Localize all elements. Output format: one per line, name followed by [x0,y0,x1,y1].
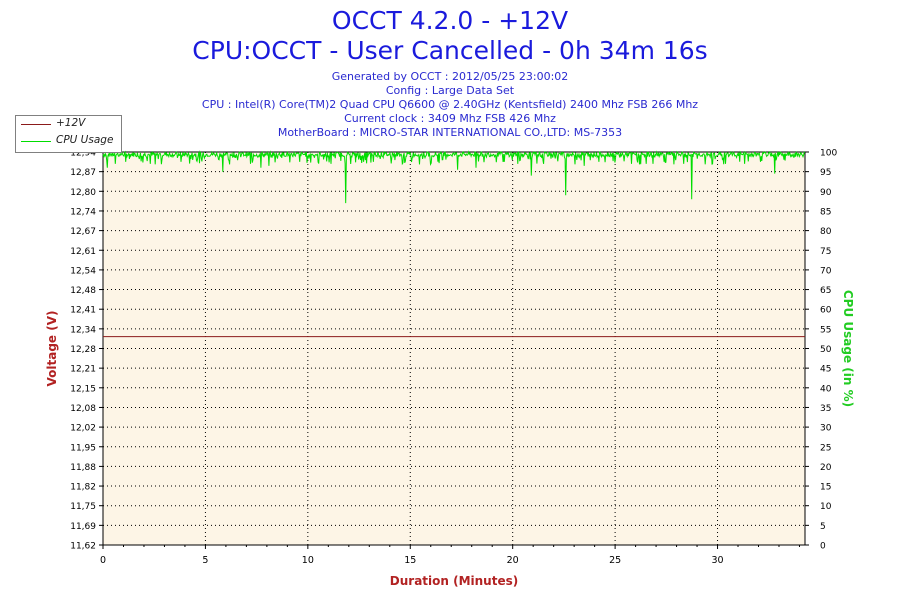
y-right-tick-label: 85 [820,207,831,217]
y-left-tick-label: 12,61 [70,247,96,257]
x-tick-label: 5 [202,555,208,566]
y-left-tick-label: 11,88 [70,463,96,473]
y-right-tick-label: 35 [820,404,831,414]
y-left-tick-label: 12,34 [70,325,96,335]
y-left-tick-label: 12,80 [70,188,96,198]
y-right-tick-label: 55 [820,325,831,335]
legend: +12V CPU Usage [15,115,122,153]
info-config: Config : Large Data Set [385,84,515,97]
y-left-tick-label: 12,74 [70,207,96,217]
y-right-tick-label: 10 [820,502,832,512]
legend-swatch-12v [21,124,51,125]
y-left-tick-label: 12,48 [70,286,96,296]
y-right-tick-label: 25 [820,443,831,453]
y-left-tick-label: 11,62 [70,542,96,552]
chart-subtitle: CPU:OCCT - User Cancelled - 0h 34m 16s [192,36,708,65]
info-clock: Current clock : 3409 Mhz FSB 426 Mhz [344,112,556,125]
y-left-tick-label: 12,21 [70,365,96,375]
y-left-tick-label: 12,08 [70,404,96,414]
y-left-tick-label: 12,15 [70,384,96,394]
x-tick-label: 15 [404,555,416,566]
info-motherboard: MotherBoard : MICRO-STAR INTERNATIONAL C… [277,126,623,139]
y-left-axis-title: Voltage (V) [45,311,59,387]
x-tick-label: 20 [507,555,519,566]
y-right-tick-label: 5 [820,522,826,532]
x-tick-label: 25 [609,555,621,566]
y-right-tick-label: 20 [820,463,832,473]
x-axis-title: Duration (Minutes) [390,574,518,588]
y-right-tick-label: 80 [820,227,832,237]
y-right-tick-label: 45 [820,365,831,375]
y-left-tick-label: 12,94 [70,149,96,159]
info-cpu: CPU : Intel(R) Core(TM)2 Quad CPU Q6600 … [201,98,699,111]
y-left-tick-label: 12,02 [70,424,96,434]
info-generated: Generated by OCCT : 2012/05/25 23:00:02 [331,70,569,83]
series-cpu-usage-line [102,150,806,204]
y-right-tick-label: 40 [820,384,832,394]
y-right-tick-label: 0 [820,542,826,552]
legend-item-cpu-usage: CPU Usage [16,134,121,150]
y-right-tick-label: 15 [820,483,831,493]
x-tick-label: 0 [100,555,106,566]
y-right-tick-label: 60 [820,306,832,316]
y-right-tick-label: 75 [820,247,831,257]
x-tick-label: 30 [711,555,723,566]
y-right-tick-label: 95 [820,168,831,178]
y-left-tick-label: 12,54 [70,266,96,276]
y-left-tick-label: 11,95 [70,443,96,453]
y-right-tick-label: 70 [820,266,832,276]
y-left-tick-label: 12,28 [70,345,96,355]
legend-swatch-cpu-usage [21,141,51,142]
y-left-tick-label: 12,67 [70,227,96,237]
y-left-tick-label: 12,87 [70,168,96,178]
y-right-tick-label: 100 [820,149,837,159]
legend-item-12v: +12V [16,117,121,133]
chart-title: OCCT 4.2.0 - +12V [331,6,569,35]
y-right-axis-title: CPU Usage (in %) [841,290,855,407]
legend-label-cpu-usage: CPU Usage [56,134,114,146]
y-right-tick-label: 90 [820,188,832,198]
y-left-tick-label: 11,82 [70,483,96,493]
legend-label-12v: +12V [56,117,86,129]
y-left-tick-label: 11,75 [70,502,96,512]
x-tick-label: 10 [302,555,314,566]
y-right-tick-label: 65 [820,286,831,296]
y-right-tick-label: 50 [820,345,832,355]
y-left-tick-label: 12,41 [70,306,96,316]
y-left-tick-label: 11,69 [70,522,96,532]
y-right-tick-label: 30 [820,424,832,434]
